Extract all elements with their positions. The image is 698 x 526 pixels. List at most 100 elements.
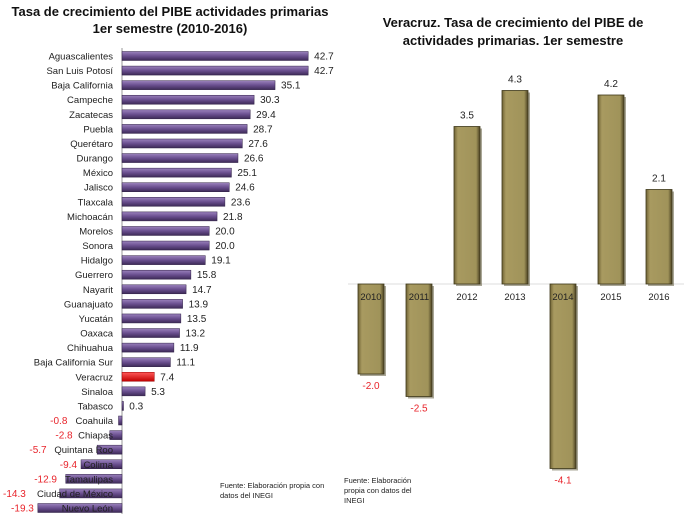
bar-Oaxaca bbox=[121, 328, 180, 338]
category-label: Michoacán bbox=[67, 212, 113, 223]
category-label: San Luis Potosí bbox=[46, 66, 113, 77]
bar-Chiapas bbox=[109, 430, 123, 440]
value-label: 11.1 bbox=[176, 358, 195, 369]
bar-2014 bbox=[549, 283, 577, 469]
category-label: Coahuila bbox=[76, 416, 114, 427]
bar-Baja California Sur bbox=[121, 357, 171, 367]
category-label: Guerrero bbox=[75, 270, 113, 281]
value-label: 24.6 bbox=[235, 183, 255, 194]
bar-Colima bbox=[80, 459, 123, 470]
category-label: Chihuahua bbox=[67, 343, 114, 354]
bar-2011 bbox=[405, 283, 433, 397]
value-label: 42.7 bbox=[314, 66, 334, 77]
bar-Aguascalientes bbox=[121, 51, 309, 61]
bar-Chihuahua bbox=[121, 342, 175, 353]
source-note: datos del INEGI bbox=[220, 491, 273, 500]
value-label: -19.3 bbox=[11, 504, 34, 515]
value-label: 3.5 bbox=[460, 111, 474, 122]
bar-2013 bbox=[501, 90, 529, 285]
source-note: Fuente: Elaboración bbox=[344, 476, 411, 485]
bar-Tamaulipas bbox=[65, 474, 123, 484]
value-label: 28.7 bbox=[253, 124, 273, 135]
chart-title: Tasa de crecimiento del PIBE actividades… bbox=[12, 4, 329, 19]
value-label: 27.6 bbox=[248, 139, 268, 150]
bar-Sinaloa bbox=[121, 386, 146, 397]
value-label: 30.3 bbox=[260, 95, 280, 106]
value-label: 19.1 bbox=[211, 256, 231, 267]
bar-Hidalgo bbox=[121, 255, 206, 265]
bar-2016 bbox=[645, 189, 673, 285]
category-label: Sonora bbox=[82, 241, 113, 252]
category-label: México bbox=[83, 168, 113, 179]
category-label: Quintana Roo bbox=[54, 445, 113, 456]
bar-Jalisco bbox=[121, 182, 230, 192]
category-label: Tlaxcala bbox=[78, 197, 114, 208]
bar-Baja California bbox=[121, 80, 276, 90]
bar-Yucatán bbox=[121, 313, 182, 324]
bar-Zacatecas bbox=[121, 109, 251, 120]
value-label: -5.7 bbox=[29, 445, 47, 456]
value-label: 20.0 bbox=[215, 241, 235, 252]
bar-Nayarit bbox=[121, 284, 187, 295]
value-label: 35.1 bbox=[281, 81, 301, 92]
value-label: -2.8 bbox=[55, 431, 73, 442]
chart-title: 1er semestre (2010-2016) bbox=[93, 21, 248, 36]
bar-Veracruz bbox=[121, 372, 155, 382]
bar-Morelos bbox=[121, 226, 210, 236]
value-label: 11.9 bbox=[180, 343, 199, 354]
value-label: 26.6 bbox=[244, 154, 264, 165]
value-label: 25.1 bbox=[237, 168, 257, 179]
bar-Coahuila bbox=[118, 415, 123, 426]
value-label: 5.3 bbox=[151, 387, 165, 398]
category-label: Colima bbox=[83, 460, 113, 471]
value-label: -9.4 bbox=[60, 460, 78, 471]
left-chart: Tasa de crecimiento del PIBE actividades… bbox=[3, 4, 334, 515]
value-label: 29.4 bbox=[256, 110, 276, 121]
chart-title: Veracruz. Tasa de crecimiento del PIBE d… bbox=[383, 15, 644, 30]
category-label: Durango bbox=[77, 154, 113, 165]
value-label: 13.9 bbox=[189, 299, 209, 310]
year-label: 2010 bbox=[360, 292, 381, 303]
year-label: 2014 bbox=[552, 292, 573, 303]
bar-Michoacán bbox=[121, 211, 218, 222]
value-label: 15.8 bbox=[197, 270, 217, 281]
source-note: INEGI bbox=[344, 496, 364, 505]
category-label: Guanajuato bbox=[64, 299, 113, 310]
category-label: Aguascalientes bbox=[49, 52, 114, 63]
year-label: 2016 bbox=[648, 292, 669, 303]
bar-2015 bbox=[597, 94, 625, 285]
category-label: Tabasco bbox=[78, 401, 113, 412]
value-label: -14.3 bbox=[3, 489, 26, 500]
value-label: 4.3 bbox=[508, 75, 522, 86]
year-label: 2011 bbox=[409, 292, 429, 303]
bar-Tlaxcala bbox=[121, 197, 226, 207]
category-label: Chiapas bbox=[78, 431, 113, 442]
year-label: 2012 bbox=[456, 292, 477, 303]
bar-Guanajuato bbox=[121, 299, 183, 309]
source-note: Fuente: Elaboración propia con bbox=[220, 481, 324, 490]
category-label: Nuevo León bbox=[62, 504, 113, 515]
value-label: 13.2 bbox=[186, 329, 206, 340]
source-note: propia con datos del bbox=[344, 486, 412, 495]
category-label: Oaxaca bbox=[80, 329, 113, 340]
bar-Durango bbox=[121, 153, 239, 163]
bar-Puebla bbox=[121, 124, 248, 134]
bar-Tabasco bbox=[121, 401, 124, 411]
category-label: Jalisco bbox=[84, 183, 113, 194]
value-label: 14.7 bbox=[192, 285, 212, 296]
bar-2010 bbox=[357, 283, 385, 375]
category-label: Veracruz bbox=[76, 372, 114, 383]
category-label: Baja California bbox=[51, 81, 113, 92]
bar-México bbox=[121, 167, 232, 178]
bar-Querétaro bbox=[121, 138, 243, 149]
category-label: Baja California Sur bbox=[34, 358, 113, 369]
category-label: Querétaro bbox=[70, 139, 113, 150]
value-label: 20.0 bbox=[215, 226, 235, 237]
year-label: 2015 bbox=[600, 292, 621, 303]
category-label: Morelos bbox=[79, 226, 113, 237]
bar-Nuevo León bbox=[37, 503, 123, 513]
value-label: 21.8 bbox=[223, 212, 243, 223]
category-label: Zacatecas bbox=[69, 110, 113, 121]
category-label: Ciudad de México bbox=[37, 489, 113, 500]
